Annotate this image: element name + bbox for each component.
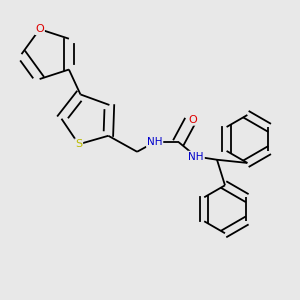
Text: NH: NH xyxy=(147,137,162,147)
Text: O: O xyxy=(188,115,197,125)
Text: NH: NH xyxy=(188,152,204,161)
Text: S: S xyxy=(75,139,82,149)
Text: O: O xyxy=(35,24,44,34)
